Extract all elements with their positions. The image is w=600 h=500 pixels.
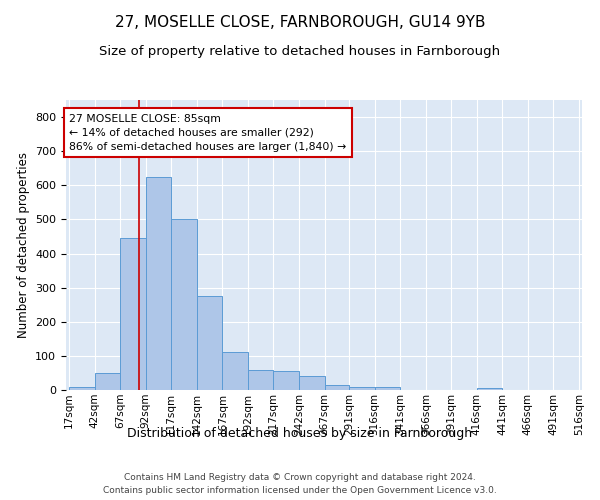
- Bar: [248, 370, 274, 390]
- Text: 27, MOSELLE CLOSE, FARNBOROUGH, GU14 9YB: 27, MOSELLE CLOSE, FARNBOROUGH, GU14 9YB: [115, 15, 485, 30]
- Bar: [274, 371, 299, 390]
- Bar: [120, 238, 146, 390]
- Text: Contains HM Land Registry data © Crown copyright and database right 2024.: Contains HM Land Registry data © Crown c…: [124, 472, 476, 482]
- Bar: [171, 220, 197, 390]
- Bar: [223, 352, 248, 390]
- Bar: [299, 376, 325, 390]
- Text: Distribution of detached houses by size in Farnborough: Distribution of detached houses by size …: [127, 428, 473, 440]
- Bar: [325, 385, 349, 390]
- Bar: [95, 373, 120, 390]
- Text: Contains public sector information licensed under the Open Government Licence v3: Contains public sector information licen…: [103, 486, 497, 495]
- Bar: [374, 386, 400, 390]
- Text: 27 MOSELLE CLOSE: 85sqm
← 14% of detached houses are smaller (292)
86% of semi-d: 27 MOSELLE CLOSE: 85sqm ← 14% of detache…: [69, 114, 346, 152]
- Text: Size of property relative to detached houses in Farnborough: Size of property relative to detached ho…: [100, 45, 500, 58]
- Bar: [477, 388, 502, 390]
- Bar: [197, 296, 223, 390]
- Bar: [69, 386, 95, 390]
- Y-axis label: Number of detached properties: Number of detached properties: [17, 152, 29, 338]
- Bar: [146, 177, 171, 390]
- Bar: [349, 386, 374, 390]
